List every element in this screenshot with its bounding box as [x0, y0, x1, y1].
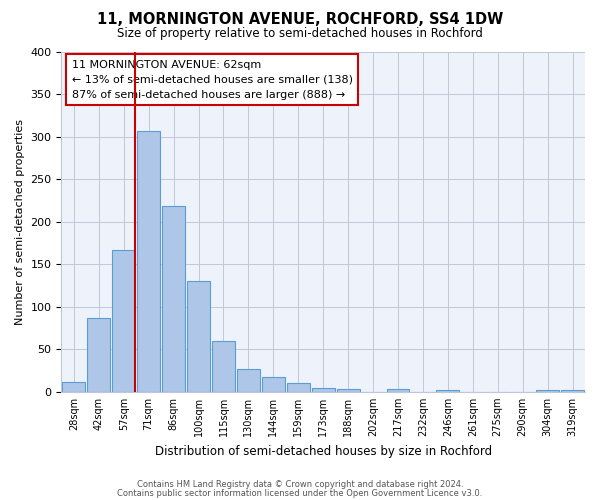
Bar [536, 390, 559, 392]
Bar [287, 384, 310, 392]
Text: Contains HM Land Registry data © Crown copyright and database right 2024.: Contains HM Land Registry data © Crown c… [137, 480, 463, 489]
Bar [112, 250, 135, 392]
Text: 11 MORNINGTON AVENUE: 62sqm
← 13% of semi-detached houses are smaller (138)
87% : 11 MORNINGTON AVENUE: 62sqm ← 13% of sem… [72, 60, 353, 100]
Text: 11, MORNINGTON AVENUE, ROCHFORD, SS4 1DW: 11, MORNINGTON AVENUE, ROCHFORD, SS4 1DW [97, 12, 503, 28]
Bar [212, 341, 235, 392]
Text: Size of property relative to semi-detached houses in Rochford: Size of property relative to semi-detach… [117, 28, 483, 40]
Bar [187, 281, 210, 392]
Bar [436, 390, 460, 392]
Bar [88, 318, 110, 392]
Bar [237, 369, 260, 392]
Bar [162, 206, 185, 392]
Bar [386, 390, 409, 392]
X-axis label: Distribution of semi-detached houses by size in Rochford: Distribution of semi-detached houses by … [155, 444, 492, 458]
Bar [137, 130, 160, 392]
Bar [312, 388, 335, 392]
Bar [262, 378, 285, 392]
Text: Contains public sector information licensed under the Open Government Licence v3: Contains public sector information licen… [118, 488, 482, 498]
Bar [62, 382, 85, 392]
Y-axis label: Number of semi-detached properties: Number of semi-detached properties [15, 118, 25, 324]
Bar [337, 390, 359, 392]
Bar [561, 390, 584, 392]
